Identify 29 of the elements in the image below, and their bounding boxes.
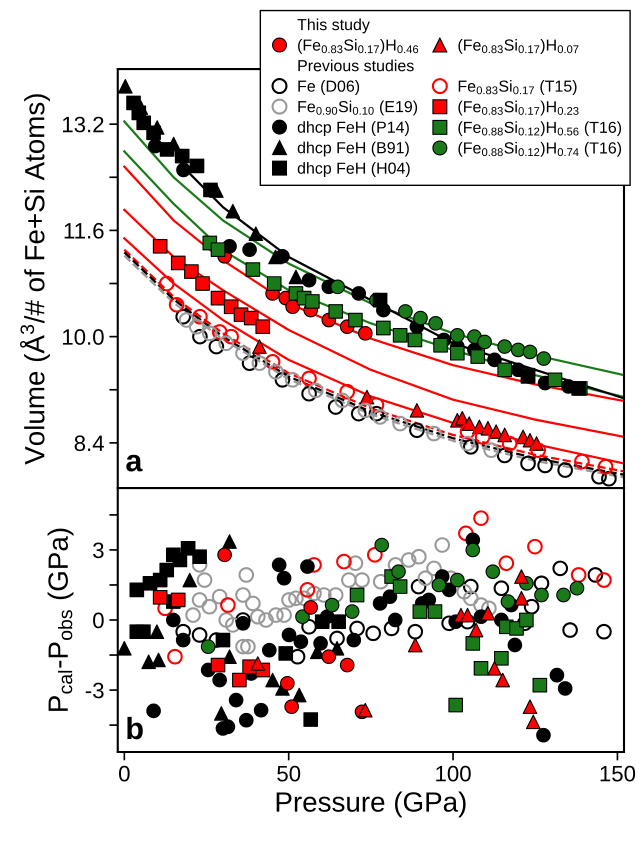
y-tick-label: 0 <box>93 612 104 628</box>
y-axis-title: Volume (Å$^{3}$/# of Fe+Si Atoms) <box>20 94 50 465</box>
x-tick-label: 150 <box>600 766 636 782</box>
legend-label: Fe$_{0.83}$Si$_{0.17}$ (T15) <box>458 80 577 95</box>
y-tick-label: 3 <box>93 542 104 558</box>
legend-label: dhcp FeH (B91) <box>298 142 409 157</box>
x-tick-label: 0 <box>119 766 130 782</box>
x-tick-label: 50 <box>277 766 300 782</box>
y-tick-label: 8.4 <box>74 435 104 452</box>
y-axis-title: P$_{cal}$-P$_{obs}$ (GPa) <box>48 528 74 711</box>
annotation: b <box>127 716 143 740</box>
y-tick-label: -3 <box>86 682 104 698</box>
legend-label: dhcp FeH (H04) <box>298 162 410 177</box>
text: This study <box>297 18 370 34</box>
legend-label: (Fe$_{0.83}$Si$_{0.17}$)H$_{0.46}$ <box>298 38 418 54</box>
legend-label: (Fe$_{0.83}$Si$_{0.17}$)H$_{0.23}$ <box>458 100 579 116</box>
legend-label: dhcp FeH (P14) <box>298 121 409 136</box>
legend-label: (Fe$_{0.83}$Si$_{0.17}$)H$_{0.07}$ <box>458 38 578 54</box>
legend-label: (Fe$_{0.88}$Si$_{0.12}$)H$_{0.56}$ (T16) <box>458 121 622 136</box>
legend-label: Fe (D06) <box>298 80 360 95</box>
x-axis-title: Pressure (GPa) <box>276 791 466 818</box>
x-tick-label: 100 <box>436 766 471 782</box>
y-tick-label: 10.0 <box>63 329 104 345</box>
annotation: Previous studies <box>298 60 414 72</box>
annotation: a <box>126 454 143 472</box>
legend-label: (Fe$_{0.88}$Si$_{0.12}$)H$_{0.74}$ (T16) <box>458 142 622 157</box>
y-tick-label: 13.2 <box>63 116 104 132</box>
legend-label: Fe$_{0.90}$Si$_{0.10}$ (E19) <box>298 100 418 116</box>
y-tick-label: 11.6 <box>64 222 104 239</box>
